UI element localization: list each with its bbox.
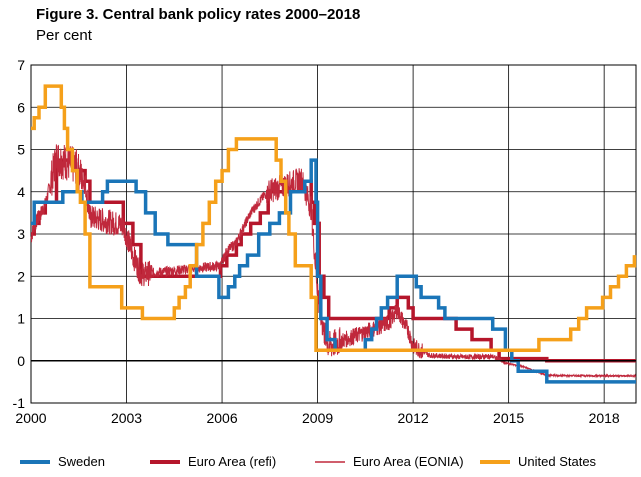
legend-label: Euro Area (EONIA) [353, 454, 464, 469]
y-tick-label: 1 [17, 311, 25, 327]
y-tick-label: -1 [13, 395, 26, 411]
y-tick-label: 2 [17, 268, 25, 284]
y-tick-label: 4 [17, 184, 25, 200]
x-tick-label: 2018 [589, 410, 620, 426]
y-tick-label: 6 [17, 99, 25, 115]
legend-layer: Sweden Euro Area (refi) Euro Area (EONIA) U… [20, 454, 597, 469]
y-tick-label: 0 [17, 353, 25, 369]
x-tick-label: 2003 [111, 410, 142, 426]
chart-title: Figure 3. Central bank policy rates 2000… [36, 6, 361, 23]
y-tick-label: 5 [17, 142, 25, 158]
legend-label: Sweden [58, 454, 105, 469]
y-tick-label: 7 [17, 57, 25, 73]
x-tick-label: 2000 [15, 410, 46, 426]
x-tick-label: 2015 [493, 410, 524, 426]
x-tick-label: 2009 [302, 410, 333, 426]
legend-label: Euro Area (refi) [188, 454, 276, 469]
y-tick-label: 3 [17, 226, 25, 242]
x-tick-label: 2012 [398, 410, 429, 426]
legend-label: United States [518, 454, 597, 469]
series-line-sweden [31, 158, 636, 384]
series-layer [30, 84, 637, 384]
x-tick-label: 2006 [206, 410, 237, 426]
chart-subtitle: Per cent [36, 27, 92, 44]
series-line-euro-area-refi [31, 158, 636, 363]
axis-layer: -1 0 1 2 3 4 5 6 7 2000 2003 2006 2009 2012 2015 2018 [13, 57, 636, 426]
series-line-united-states [31, 84, 637, 352]
grid-layer [30, 64, 637, 404]
